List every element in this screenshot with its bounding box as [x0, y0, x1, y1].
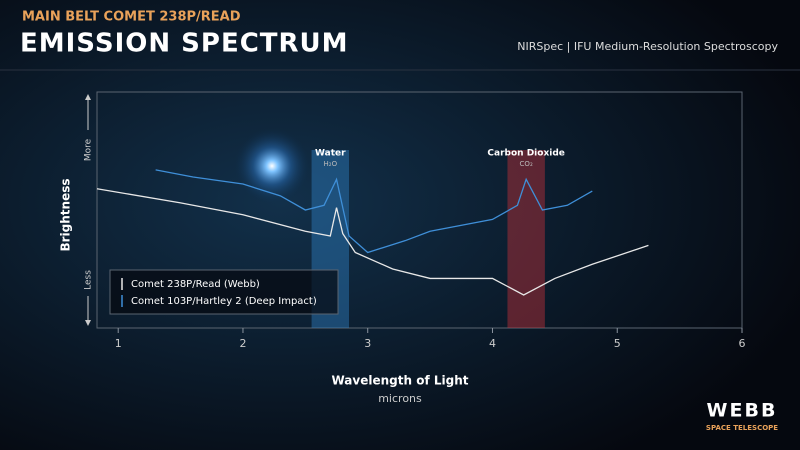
spectrum-line: [155, 169, 593, 254]
x-axis-label: Wavelength of Light: [332, 374, 469, 388]
band-label: Carbon Dioxide: [487, 149, 564, 159]
legend: [109, 269, 339, 315]
band-sublabel: H₂O: [324, 160, 338, 168]
x-tick-label: 4: [489, 337, 496, 350]
legend-label: Comet 103P/Hartley 2 (Deep Impact): [131, 296, 317, 307]
y-arrowhead-down: [85, 320, 91, 326]
logo-name: WEBB: [707, 400, 778, 422]
logo-tagline: SPACE TELESCOPE: [706, 424, 778, 432]
x-axis-unit: microns: [378, 392, 422, 405]
plot-frame: [96, 91, 743, 329]
kicker: MAIN BELT COMET 238P/READ: [22, 10, 241, 25]
instrument: NIRSpec | IFU Medium-Resolution Spectros…: [517, 40, 778, 53]
band: [507, 150, 545, 328]
comet-glow: [234, 128, 310, 204]
band-sublabel: CO₂: [520, 160, 533, 168]
band-label: Water: [315, 149, 346, 159]
x-tick-label: 3: [364, 337, 371, 350]
y-axis-label: Brightness: [59, 178, 73, 251]
y-bottom-label: Less: [84, 270, 94, 290]
y-top-label: More: [84, 138, 94, 161]
legend-entries: Comet 238P/Read (Webb) Comet 103P/Hartley…: [121, 278, 317, 307]
x-tick-label: 6: [739, 337, 746, 350]
y-arrowhead-up: [85, 94, 91, 100]
x-tick-label: 1: [115, 337, 122, 350]
x-tick-label: 2: [239, 337, 246, 350]
title: EMISSION SPECTRUM: [20, 29, 349, 59]
x-tick-label: 5: [614, 337, 621, 350]
spectrum-line: [96, 188, 649, 296]
legend-label: Comet 238P/Read (Webb): [131, 279, 260, 290]
